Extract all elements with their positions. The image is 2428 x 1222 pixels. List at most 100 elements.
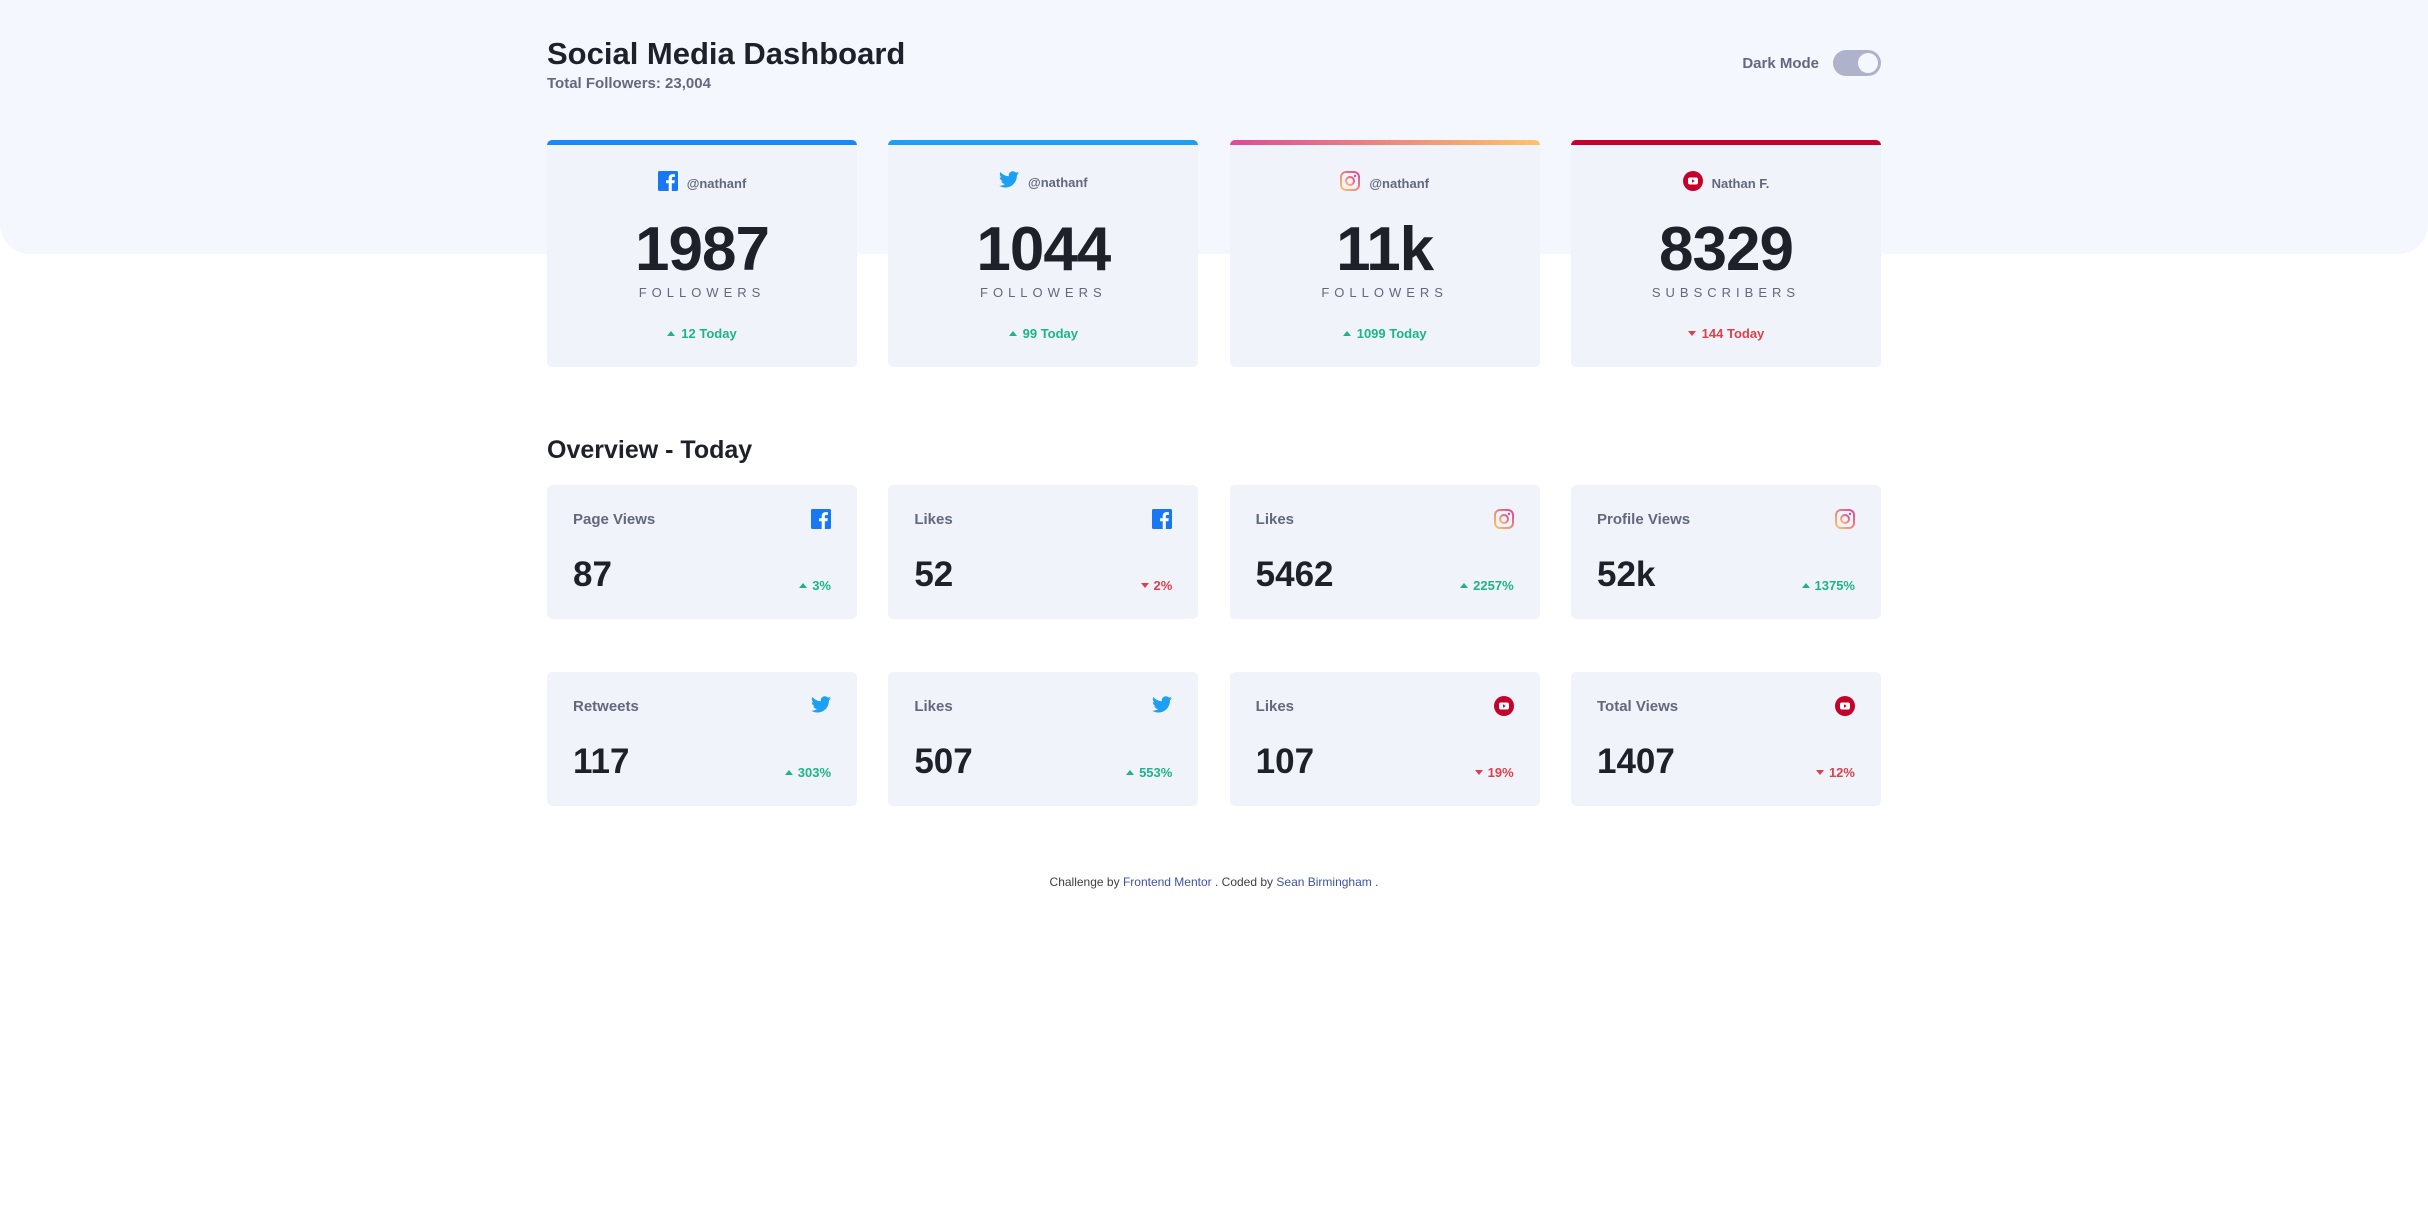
card-accent-bar [1570, 140, 1881, 145]
instagram-icon [1834, 509, 1855, 534]
overview-card[interactable]: Retweets 117 303% [547, 672, 857, 806]
overview-card[interactable]: Profile Views 52k 1375% [1570, 485, 1881, 619]
account-handle: @nathanf [1369, 176, 1429, 191]
dashboard: Social Media Dashboard Total Followers: … [547, 0, 1881, 806]
overview-value: 117 [573, 742, 630, 781]
header: Social Media Dashboard Total Followers: … [547, 0, 1881, 140]
arrow-down-icon [1140, 583, 1149, 588]
overview-card[interactable]: Likes 52 2% [888, 485, 1199, 619]
daily-change-value: 12 Today [681, 326, 737, 341]
follower-count: 11k [1336, 215, 1434, 284]
overview-change-value: 12% [1828, 765, 1855, 780]
page-title: Social Media Dashboard [547, 36, 906, 71]
daily-change: 99 Today [888, 326, 1198, 341]
arrow-down-icon [1687, 331, 1696, 336]
overview-card[interactable]: Page Views 87 3% [547, 485, 857, 619]
overview-card[interactable]: Likes 507 553% [888, 672, 1199, 806]
attribution-footer: Challenge by Frontend Mentor . Coded by … [0, 875, 2428, 889]
overview-change-value: 553% [1139, 765, 1173, 780]
overview-label: Profile Views [1596, 511, 1691, 528]
overview-change: 1375% [1801, 578, 1855, 593]
overview-row: Retweets 117 303% Likes 507 553% Likes [547, 672, 1881, 806]
follower-card-facebook[interactable]: @nathanf 1987 FOLLOWERS 12 Today [547, 140, 857, 367]
overview-label: Page Views [573, 511, 656, 528]
overview-label: Likes [914, 511, 953, 528]
overview-change: 3% [799, 578, 831, 593]
overview-card[interactable]: Total Views 1407 12% [1570, 672, 1881, 806]
arrow-up-icon [799, 583, 808, 588]
overview-change: 2% [1140, 578, 1173, 593]
daily-change: 1099 Today [1230, 326, 1540, 341]
instagram-icon [1340, 171, 1361, 196]
daily-change-value: 99 Today [1022, 326, 1079, 341]
footer-middle: . Coded by [1215, 875, 1274, 889]
twitter-icon [1152, 696, 1173, 718]
overview-card[interactable]: Likes 5462 2257% [1229, 485, 1540, 619]
facebook-icon [811, 509, 831, 534]
daily-change: 144 Today [1571, 326, 1881, 341]
youtube-icon [1493, 696, 1514, 721]
facebook-icon [1152, 509, 1173, 534]
arrow-up-icon [1801, 583, 1810, 588]
overview-value: 52 [914, 555, 954, 594]
card-accent-bar [547, 140, 857, 145]
overview-label: Likes [1255, 698, 1295, 715]
dark-mode-toggle[interactable] [1833, 50, 1881, 76]
overview-change-value: 2257% [1473, 578, 1514, 593]
follower-card-twitter[interactable]: @nathanf 1044 FOLLOWERS 99 Today [888, 140, 1199, 367]
follower-unit: FOLLOWERS [980, 285, 1107, 300]
overview-label: Total Views [1596, 698, 1679, 715]
follower-card-instagram[interactable]: @nathanf 11k FOLLOWERS 1099 Today [1229, 140, 1540, 367]
overview-row: Page Views 87 3% Likes 52 2% Likes [547, 485, 1881, 619]
overview-value: 107 [1255, 742, 1315, 781]
dark-mode-control: Dark Mode [1742, 50, 1881, 76]
overview-change-value: 3% [812, 578, 831, 593]
overview-label: Retweets [573, 698, 639, 715]
instagram-icon [1493, 509, 1514, 534]
overview-value: 5462 [1255, 555, 1334, 594]
overview-change: 2257% [1460, 578, 1514, 593]
overview-label: Likes [914, 698, 953, 715]
overview-change: 12% [1815, 765, 1855, 780]
arrow-down-icon [1815, 770, 1824, 775]
overview-change: 303% [784, 765, 831, 780]
twitter-icon [811, 696, 831, 718]
account-handle: Nathan F. [1711, 176, 1770, 191]
frontend-mentor-link[interactable]: Frontend Mentor [1122, 875, 1212, 889]
overview-change: 553% [1126, 765, 1172, 780]
facebook-icon [657, 171, 678, 196]
arrow-up-icon [1126, 770, 1135, 775]
follower-unit: FOLLOWERS [638, 285, 766, 300]
overview-value: 1407 [1596, 742, 1675, 781]
overview-value: 52k [1596, 555, 1656, 594]
total-followers: Total Followers: 23,004 [547, 75, 711, 92]
follower-unit: FOLLOWERS [1321, 285, 1448, 300]
footer-prefix: Challenge by [1049, 875, 1120, 889]
author-link[interactable]: Sean Birmingham [1276, 875, 1372, 889]
follower-count: 1987 [635, 215, 770, 284]
follower-count: 1044 [976, 215, 1111, 284]
dark-mode-label: Dark Mode [1742, 54, 1819, 72]
overview-value: 507 [914, 742, 973, 781]
overview-card[interactable]: Likes 107 19% [1229, 672, 1540, 806]
account-handle: @nathanf [1028, 174, 1088, 190]
overview-value: 87 [573, 555, 612, 594]
card-handle-row: Nathan F. [1571, 171, 1881, 196]
card-handle-row: @nathanf [547, 171, 857, 196]
followers-row: @nathanf 1987 FOLLOWERS 12 Today @nathan… [547, 140, 1881, 367]
youtube-icon [1834, 696, 1855, 721]
overview-change-value: 1375% [1814, 578, 1855, 593]
header-background [0, 0, 2428, 254]
youtube-icon [1682, 171, 1703, 196]
overview-change-value: 303% [797, 765, 831, 780]
overview-change: 19% [1474, 765, 1514, 780]
overview-change-value: 2% [1153, 578, 1173, 593]
account-handle: @nathanf [686, 176, 747, 191]
daily-change-value: 1099 Today [1356, 326, 1427, 341]
arrow-up-icon [1460, 583, 1469, 588]
follower-card-youtube[interactable]: Nathan F. 8329 SUBSCRIBERS 144 Today [1570, 140, 1881, 367]
arrow-up-icon [1342, 331, 1351, 336]
overview-change-value: 19% [1487, 765, 1514, 780]
daily-change-value: 144 Today [1701, 326, 1765, 341]
arrow-up-icon [1008, 331, 1017, 336]
